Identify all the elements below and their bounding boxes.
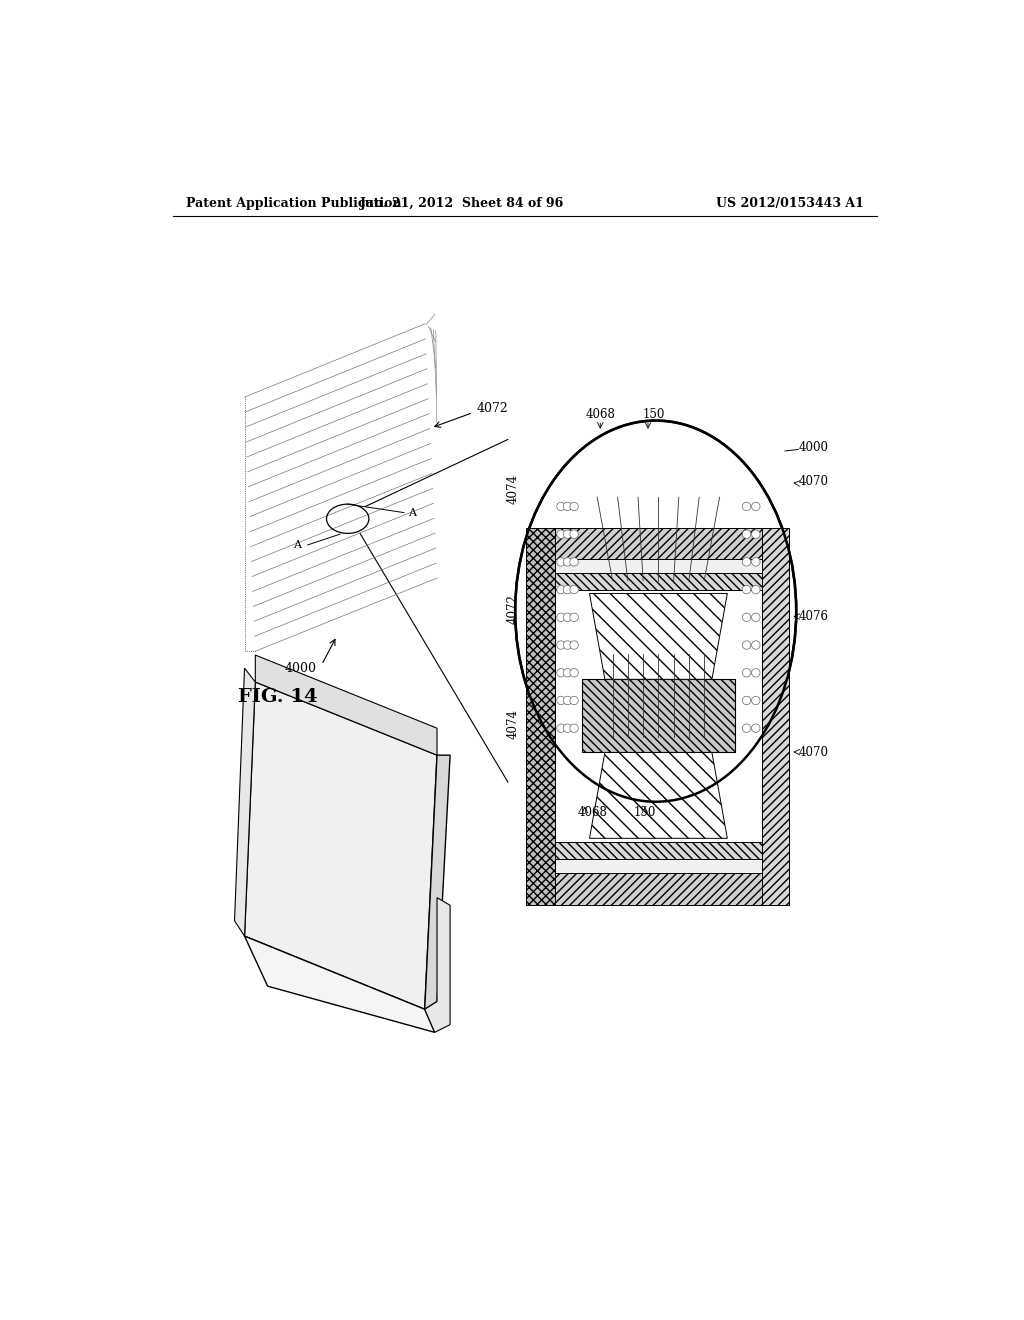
Circle shape [569,668,579,677]
Text: 4068: 4068 [578,807,607,820]
Circle shape [742,529,751,539]
Text: 150: 150 [643,408,666,421]
Circle shape [563,502,571,511]
Circle shape [557,529,565,539]
Circle shape [563,668,571,677]
Polygon shape [425,898,451,1032]
Polygon shape [590,752,727,838]
Text: 4070: 4070 [799,746,828,759]
Circle shape [557,723,565,733]
Circle shape [563,585,571,594]
Polygon shape [555,859,788,873]
Text: 4074: 4074 [507,709,520,739]
Text: 4000: 4000 [285,661,316,675]
Circle shape [742,668,751,677]
Circle shape [563,529,571,539]
Circle shape [557,640,565,649]
Circle shape [563,557,571,566]
Circle shape [752,696,760,705]
Circle shape [557,557,565,566]
Polygon shape [245,682,437,1010]
Polygon shape [762,528,788,906]
Circle shape [563,723,571,733]
Circle shape [742,640,751,649]
Text: 4072: 4072 [477,403,509,416]
Circle shape [742,502,751,511]
Polygon shape [525,528,555,906]
Text: Patent Application Publication: Patent Application Publication [186,197,401,210]
Circle shape [557,585,565,594]
Text: Jun. 21, 2012  Sheet 84 of 96: Jun. 21, 2012 Sheet 84 of 96 [359,197,564,210]
Circle shape [557,696,565,705]
Polygon shape [234,668,255,936]
Circle shape [557,668,565,677]
Polygon shape [555,873,788,906]
Circle shape [563,696,571,705]
Text: FIG. 14: FIG. 14 [239,689,318,706]
Polygon shape [555,528,788,558]
Circle shape [742,585,751,594]
Circle shape [752,612,760,622]
Circle shape [569,612,579,622]
Circle shape [569,557,579,566]
Circle shape [752,723,760,733]
Text: 4076: 4076 [799,610,828,623]
Circle shape [752,640,760,649]
Text: A: A [294,540,301,550]
Text: A: A [408,508,416,517]
Circle shape [569,640,579,649]
Circle shape [569,723,579,733]
Circle shape [742,723,751,733]
Polygon shape [555,573,788,590]
Circle shape [752,557,760,566]
Circle shape [752,668,760,677]
Circle shape [563,640,571,649]
Circle shape [569,529,579,539]
Circle shape [742,696,751,705]
Circle shape [569,502,579,511]
Circle shape [569,696,579,705]
Circle shape [752,529,760,539]
Text: 150: 150 [634,807,656,820]
Text: US 2012/0153443 A1: US 2012/0153443 A1 [716,197,863,210]
Polygon shape [555,842,788,859]
Text: 4074: 4074 [507,474,520,504]
Ellipse shape [515,421,797,801]
Circle shape [557,502,565,511]
Polygon shape [255,655,437,755]
Circle shape [563,612,571,622]
Circle shape [569,585,579,594]
Polygon shape [582,680,735,752]
Polygon shape [555,590,788,842]
Text: 4070: 4070 [799,475,828,488]
Circle shape [742,557,751,566]
Polygon shape [590,594,727,680]
Circle shape [752,502,760,511]
Text: 4072: 4072 [507,594,520,624]
Circle shape [752,585,760,594]
Polygon shape [555,558,788,573]
Polygon shape [245,936,435,1032]
Circle shape [557,612,565,622]
Circle shape [742,612,751,622]
Text: 4068: 4068 [586,408,615,421]
Text: 4000: 4000 [799,441,828,454]
Polygon shape [425,755,451,1010]
